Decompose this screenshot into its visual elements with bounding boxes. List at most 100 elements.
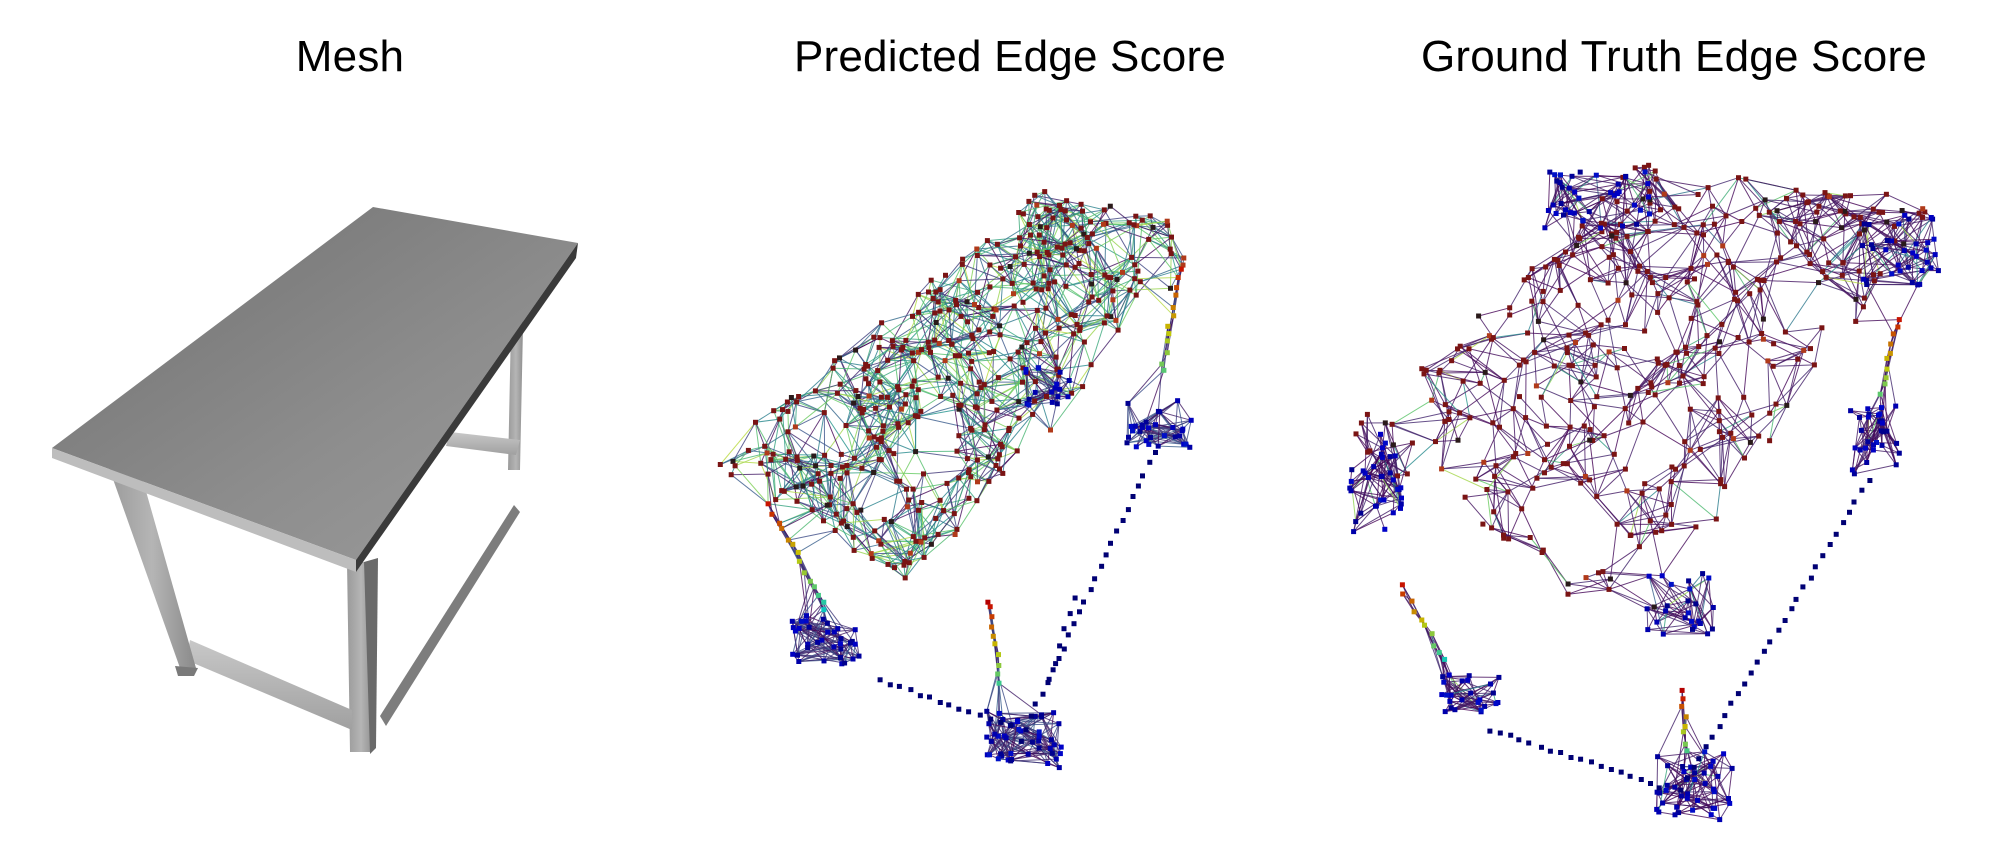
graph-node (1587, 437, 1593, 443)
graph-edge (1755, 189, 1797, 209)
graph-node (1887, 350, 1893, 356)
graph-edge (783, 459, 787, 492)
graph-node (821, 410, 827, 416)
graph-edge (1711, 607, 1714, 630)
graph-node (919, 347, 924, 353)
graph-edge (1607, 320, 1618, 368)
graph-node (1550, 202, 1556, 208)
graph-node (1101, 221, 1106, 227)
graph-edge (1568, 365, 1572, 401)
graph-node (1038, 339, 1044, 345)
graph-node (1628, 249, 1633, 255)
graph-edge (998, 683, 1005, 737)
graph-edge (1915, 238, 1935, 245)
graph-node (812, 388, 818, 394)
graph-node (1066, 378, 1072, 383)
graph-node (1080, 208, 1085, 214)
graph-node (758, 460, 764, 466)
graph-node (1387, 470, 1393, 476)
graph-edge (855, 322, 882, 351)
graph-node (1441, 679, 1447, 685)
graph-edge (1795, 202, 1808, 222)
mesh-panel: Mesh (0, 0, 700, 856)
graph-edge (1667, 346, 1700, 384)
graph-node (1756, 212, 1762, 218)
graph-node (796, 394, 802, 399)
graph-edge (1537, 301, 1544, 322)
graph-edge (1578, 237, 1591, 280)
graph-edge (1598, 572, 1650, 577)
graph-node (1081, 599, 1086, 605)
graph-node (1563, 207, 1568, 213)
graph-edge (1657, 268, 1692, 313)
graph-node (1540, 288, 1546, 294)
graph-edge (930, 352, 942, 397)
graph-edge (1495, 465, 1534, 489)
graph-edge (971, 358, 1011, 362)
graph-node (1593, 374, 1599, 380)
graph-node (987, 284, 993, 290)
graph-node (905, 420, 911, 426)
graph-node (1784, 402, 1790, 408)
graph-node (915, 291, 921, 297)
graph-edge (798, 657, 841, 662)
graph-edge (1096, 225, 1137, 249)
graph-edge (1652, 263, 1708, 284)
graph-edge (1076, 319, 1116, 325)
graph-edge (798, 627, 823, 641)
graph-edge (1667, 751, 1705, 767)
graph-node (1672, 784, 1678, 790)
graph-edge (1716, 254, 1736, 300)
graph-edge (1702, 224, 1724, 247)
graph-node (1069, 222, 1075, 228)
graph-node (1133, 292, 1139, 298)
graph-node (1063, 262, 1069, 268)
graph-edge (1037, 367, 1058, 385)
graph-edge (823, 601, 856, 645)
graph-node (1157, 409, 1163, 415)
graph-node (1089, 294, 1095, 300)
graph-node (1126, 220, 1132, 226)
graph-node (951, 511, 957, 517)
graph-node (1560, 461, 1566, 467)
graph-edge (1158, 445, 1190, 448)
graph-node (1557, 287, 1563, 293)
graph-edge (879, 381, 890, 408)
graph-node (871, 434, 877, 440)
graph-node (1534, 475, 1540, 481)
graph-node (837, 475, 843, 481)
graph-edge (832, 367, 857, 391)
graph-edge (863, 322, 883, 370)
graph-edge (1166, 221, 1182, 270)
graph-edge (1532, 476, 1586, 489)
graph-node (1411, 609, 1417, 615)
graph-node (859, 410, 865, 416)
graph-node (1615, 265, 1621, 271)
graph-node (863, 376, 869, 382)
graph-node (1866, 222, 1872, 227)
graph-edge (1637, 362, 1659, 389)
graph-edge (1041, 289, 1081, 328)
graph-node (964, 299, 970, 305)
graph-node (1739, 219, 1745, 224)
graph-node (1644, 606, 1650, 612)
graph-node (1652, 168, 1658, 174)
graph-node (919, 500, 925, 505)
graph-node (821, 658, 827, 664)
graph-node (871, 470, 877, 475)
graph-node (1888, 341, 1894, 347)
graph-node (1419, 366, 1425, 372)
graph-edge (1652, 282, 1697, 303)
graph-edge (1649, 520, 1663, 576)
graph-node (1034, 202, 1040, 208)
graph-edge (1492, 408, 1514, 424)
graph-node (1053, 354, 1059, 360)
graph-node (1623, 280, 1629, 286)
graph-node (874, 444, 879, 450)
graph-node (1606, 349, 1612, 355)
graph-node (1071, 621, 1077, 627)
graph-edge (1421, 368, 1446, 422)
graph-node (1651, 604, 1657, 610)
graph-edge (766, 452, 769, 504)
graph-edge (1703, 751, 1706, 774)
